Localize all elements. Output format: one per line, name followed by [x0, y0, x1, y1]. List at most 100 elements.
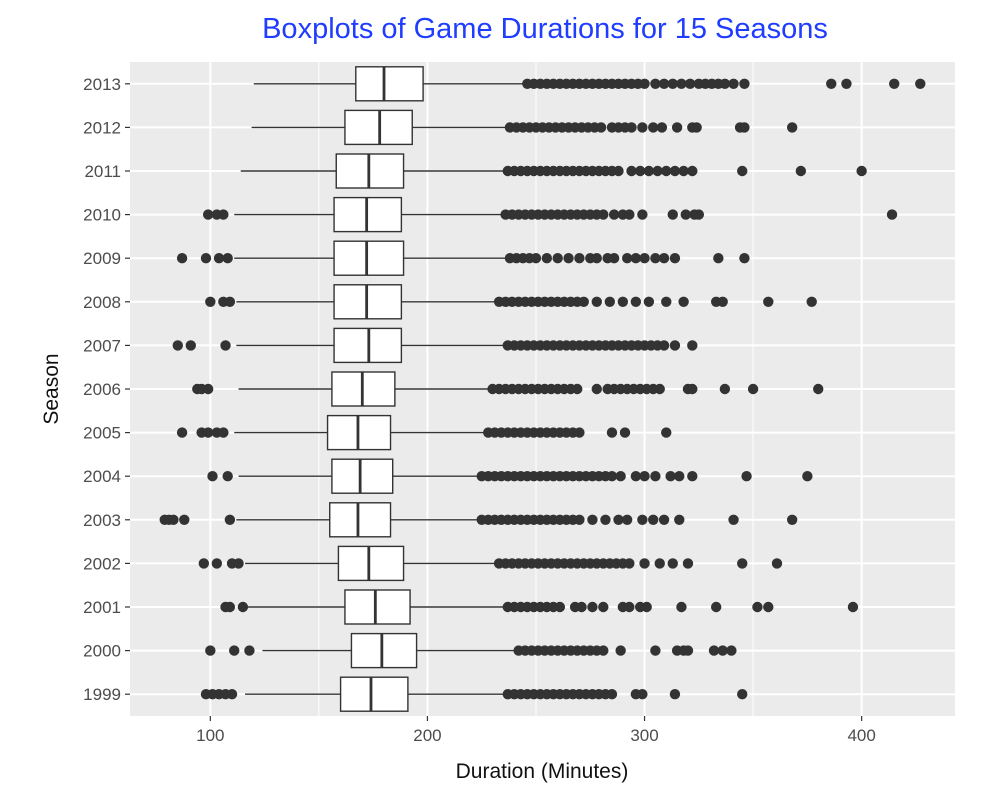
- outlier-point: [207, 471, 218, 482]
- boxplot-2011: [240, 153, 867, 189]
- outlier-point: [168, 514, 179, 525]
- outlier-point: [218, 209, 229, 220]
- outlier-point: [244, 645, 255, 656]
- boxplot-2006: [192, 371, 824, 407]
- boxplot-2005: [176, 414, 672, 451]
- outlier-point: [667, 209, 678, 220]
- outlier-point: [671, 122, 683, 133]
- outlier-point: [598, 209, 609, 220]
- outlier-point: [224, 296, 236, 307]
- outlier-point: [637, 514, 648, 525]
- x-axis-title: Duration (Minutes): [456, 760, 629, 783]
- iqr-box: [331, 458, 394, 494]
- outlier-point: [205, 296, 216, 307]
- outlier-point: [752, 601, 763, 613]
- boxplot-2012: [251, 109, 798, 146]
- outlier-point: [795, 165, 807, 177]
- outlier-point: [608, 253, 620, 264]
- outlier-point: [747, 383, 759, 395]
- y-tick-label: 2004: [83, 467, 121, 486]
- outlier-point: [648, 122, 659, 133]
- iqr-box: [350, 632, 418, 669]
- outlier-point: [229, 645, 240, 656]
- y-tick-label: 2012: [83, 118, 121, 137]
- outlier-point: [630, 253, 642, 264]
- outlier-point: [639, 253, 650, 264]
- outlier-point: [643, 296, 655, 307]
- outlier-point: [200, 253, 212, 264]
- outlier-point: [661, 427, 672, 438]
- outlier-point: [682, 558, 694, 569]
- outlier-point: [684, 78, 696, 90]
- y-tick-label: 2002: [83, 554, 121, 573]
- outlier-point: [650, 253, 661, 264]
- boxplot-2004: [207, 458, 813, 494]
- iqr-box: [344, 589, 411, 625]
- chart-title: Boxplots of Game Durations for 15 Season…: [262, 13, 828, 45]
- boxplot-2000: [205, 632, 737, 669]
- outlier-point: [613, 514, 624, 525]
- outlier-point: [687, 471, 698, 482]
- outlier-point: [658, 78, 670, 90]
- outlier-point: [630, 471, 642, 482]
- outlier-point: [615, 471, 626, 482]
- y-tick-label: 2009: [83, 249, 121, 268]
- outlier-point: [737, 689, 748, 700]
- outlier-point: [202, 427, 214, 438]
- outlier-point: [624, 558, 635, 569]
- y-tick-label: 1999: [83, 685, 121, 704]
- outlier-point: [680, 209, 691, 220]
- y-tick-label: 2001: [83, 598, 121, 617]
- outlier-point: [554, 601, 566, 613]
- outlier-point: [185, 340, 196, 351]
- outlier-point: [587, 514, 598, 525]
- outlier-point: [213, 253, 225, 264]
- outlier-point: [572, 383, 583, 395]
- outlier-point: [598, 601, 609, 613]
- boxplot-2010: [202, 196, 898, 233]
- iqr-box: [355, 66, 424, 102]
- boxplot-2007: [172, 327, 698, 364]
- y-tick-label: 2000: [83, 642, 121, 661]
- outlier-point: [741, 471, 752, 482]
- outlier-point: [591, 383, 602, 395]
- iqr-box: [337, 545, 405, 582]
- outlier-point: [739, 122, 750, 133]
- outlier-point: [886, 209, 898, 220]
- outlier-point: [211, 558, 223, 569]
- outlier-point: [708, 645, 720, 656]
- outlier-point: [648, 514, 659, 525]
- outlier-point: [574, 514, 585, 525]
- y-tick-label: 2011: [84, 162, 121, 181]
- outlier-point: [578, 296, 589, 307]
- outlier-point: [669, 689, 681, 700]
- outlier-point: [691, 122, 702, 133]
- outlier-point: [717, 645, 728, 656]
- outlier-point: [617, 296, 629, 307]
- y-tick-label: 2007: [83, 336, 121, 355]
- boxplot-2001: [220, 589, 859, 625]
- outlier-point: [665, 471, 676, 482]
- outlier-point: [630, 296, 642, 307]
- outlier-point: [739, 78, 750, 90]
- outlier-point: [737, 165, 748, 177]
- outlier-point: [176, 427, 188, 438]
- y-axis-tick-labels: 1999 2000 2001 2002 2003 2004 2005 2006 2007 2008…: [83, 75, 130, 704]
- outlier-point: [847, 601, 859, 613]
- outlier-point: [218, 427, 229, 438]
- outlier-point: [530, 253, 542, 264]
- outlier-point: [813, 383, 824, 395]
- outlier-point: [626, 165, 637, 177]
- outlier-point: [763, 601, 774, 613]
- outlier-point: [198, 558, 210, 569]
- y-tick-label: 2003: [83, 511, 121, 530]
- boxplot-2009: [176, 240, 750, 276]
- outlier-point: [719, 78, 731, 90]
- outlier-point: [687, 340, 698, 351]
- outlier-point: [176, 253, 188, 264]
- outlier-point: [595, 122, 607, 133]
- outlier-point: [687, 383, 698, 395]
- outlier-point: [576, 601, 587, 613]
- outlier-point: [650, 471, 661, 482]
- outlier-point: [606, 471, 618, 482]
